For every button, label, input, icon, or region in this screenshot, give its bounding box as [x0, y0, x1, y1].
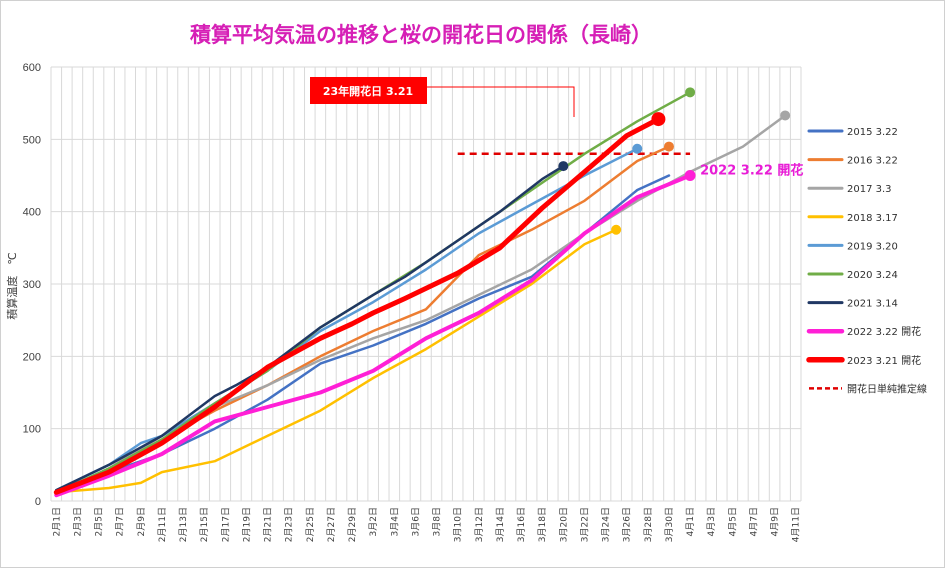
x-tick-label: 3月12日 — [474, 507, 485, 542]
series-end-label: 2022 3.22 開花 — [700, 163, 803, 179]
annotation-text: 23年開花日 3.21 — [323, 84, 413, 98]
x-tick-label: 2月23日 — [284, 507, 295, 542]
x-tick-label: 3月30日 — [664, 507, 675, 542]
x-tick-label: 3月24日 — [601, 507, 612, 542]
x-axis-ticks: 2月1日 2月3日 2月5日 2月7日 2月9日 2月11日 2月13日 2月15日 2月17日… — [51, 507, 801, 542]
series-line-8 — [53, 116, 661, 495]
legend-label-4: 2019 3.20 — [847, 241, 898, 252]
x-tick-label: 3月14日 — [495, 507, 506, 542]
y-tick-label: 600 — [23, 62, 41, 74]
x-tick-label: 2月3日 — [72, 507, 83, 536]
y-tick-label: 200 — [23, 351, 41, 363]
x-tick-label: 4月3日 — [706, 507, 717, 536]
y-tick-label: 400 — [23, 207, 41, 219]
series-end-marker-3 — [611, 224, 622, 235]
y-tick-label: 100 — [23, 424, 41, 436]
x-tick-label: 3月8日 — [432, 507, 443, 536]
x-tick-label: 2月21日 — [263, 507, 274, 542]
legend-label-2: 2017 3.3 — [847, 184, 892, 195]
x-tick-label: 3月10日 — [453, 507, 464, 542]
x-tick-label: 3月28日 — [643, 507, 654, 542]
x-tick-label: 3月20日 — [558, 507, 569, 542]
series-line-6 — [55, 164, 565, 492]
x-tick-label: 3月6日 — [410, 507, 421, 536]
series-end-marker-8 — [651, 112, 666, 127]
legend-label-6: 2021 3.14 — [847, 299, 898, 310]
series-line-3 — [55, 228, 618, 494]
x-tick-label: 2月11日 — [157, 507, 168, 542]
x-tick-label: 4月7日 — [748, 507, 759, 536]
annotation-leader-line — [427, 86, 575, 117]
x-tick-label: 2月15日 — [199, 507, 210, 542]
x-tick-label: 3月2日 — [368, 507, 379, 536]
annotation-layer: 23年開花日 3.21 — [310, 77, 575, 117]
series-end-marker-1 — [663, 141, 674, 152]
series-line-5 — [55, 91, 692, 494]
series-end-marker-6 — [558, 161, 569, 172]
x-tick-label: 2月7日 — [115, 507, 126, 536]
x-tick-label: 2月9日 — [136, 507, 147, 536]
x-tick-label: 2月25日 — [305, 507, 316, 542]
legend-label-threshold: 開花日単純推定線 — [847, 382, 927, 395]
y-tick-label: 500 — [23, 134, 41, 146]
legend-label-5: 2020 3.24 — [847, 270, 898, 281]
x-tick-label: 3月4日 — [389, 507, 400, 536]
series-line-7 — [54, 173, 693, 498]
x-tick-label: 2月5日 — [94, 507, 105, 536]
y-tick-label: 0 — [35, 496, 41, 508]
series-end-marker-2 — [780, 110, 791, 121]
legend-label-7: 2022 3.22 開花 — [847, 325, 921, 338]
y-axis-label: 積算温度 ℃ — [5, 252, 19, 319]
y-axis-ticks: 0 100 200 300 400 500 600 — [23, 62, 41, 508]
x-tick-label: 4月1日 — [685, 507, 696, 536]
x-tick-label: 4月11日 — [791, 507, 802, 542]
x-tick-label: 2月19日 — [241, 507, 252, 542]
x-tick-label: 3月16日 — [516, 507, 527, 542]
legend-label-0: 2015 3.22 — [847, 127, 898, 138]
series-layer: 2022 3.22 開花 — [53, 87, 803, 498]
legend: 2015 3.22 2016 3.22 2017 3.3 2018 3.17 2019 … — [806, 127, 927, 395]
series-end-marker-5 — [685, 87, 696, 98]
legend-label-1: 2016 3.22 — [847, 156, 898, 167]
x-tick-label: 2月13日 — [178, 507, 189, 542]
x-tick-label: 4月5日 — [727, 507, 738, 536]
x-tick-label: 2月17日 — [220, 507, 231, 542]
x-tick-label: 3月22日 — [579, 507, 590, 542]
x-tick-label: 2月29日 — [347, 507, 358, 542]
legend-label-3: 2018 3.17 — [847, 213, 898, 224]
annotation-box — [310, 77, 427, 104]
series-end-marker-4 — [632, 143, 643, 154]
legend-label-8: 2023 3.21 開花 — [847, 354, 921, 367]
x-tick-label: 3月18日 — [537, 507, 548, 542]
x-tick-label: 3月26日 — [622, 507, 633, 542]
x-tick-label: 2月1日 — [51, 507, 62, 536]
x-tick-label: 4月9日 — [770, 507, 781, 536]
series-line-4 — [55, 147, 639, 492]
x-tick-label: 2月27日 — [326, 507, 337, 542]
chart-title: 積算平均気温の推移と桜の開花日の関係（長崎） — [190, 23, 652, 47]
y-tick-label: 300 — [23, 279, 41, 291]
series-end-marker-7 — [684, 170, 696, 181]
